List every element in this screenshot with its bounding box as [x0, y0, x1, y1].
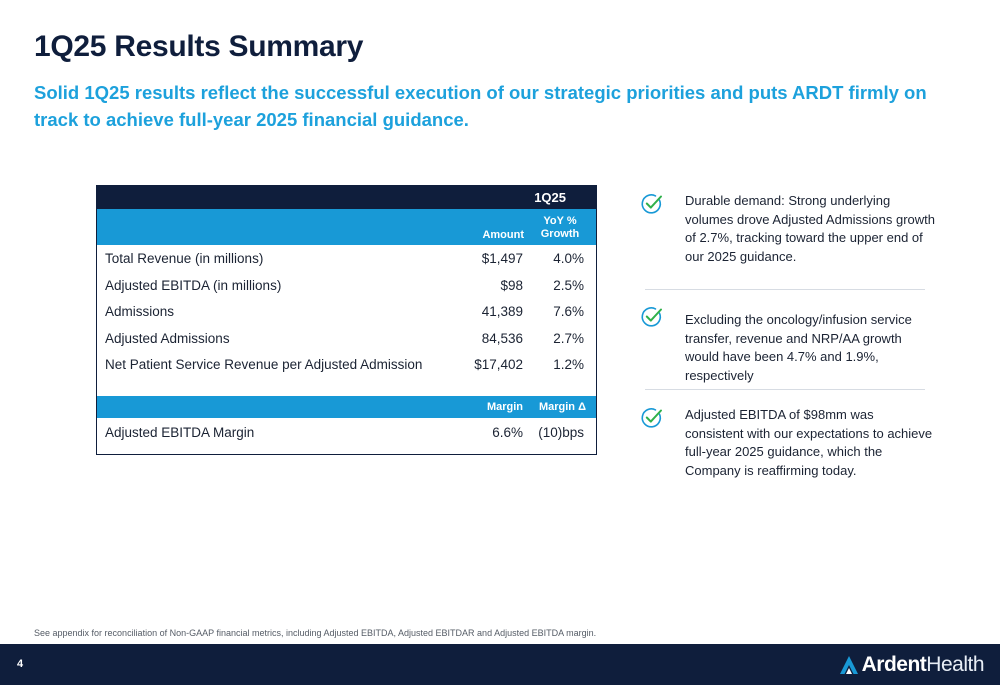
table-row: Total Revenue (in millions) $1,497 4.0% — [97, 245, 596, 272]
row-amount: $98 — [500, 277, 523, 293]
logo-wordmark: ArdentHealth — [861, 653, 985, 677]
ardent-logo-mark-icon — [839, 656, 858, 674]
table-row: Net Patient Service Revenue per Adjusted… — [97, 351, 596, 378]
page-number: 4 — [17, 658, 24, 670]
row-growth: 4.0% — [553, 251, 584, 266]
divider — [645, 289, 925, 290]
check-icon — [641, 408, 662, 428]
margin-delta-value: (10)bps — [538, 424, 584, 440]
growth-header-line2: Growth — [540, 228, 580, 240]
margin-header-row: Margin Margin Δ — [97, 395, 596, 418]
row-amount: $1,497 — [481, 251, 523, 266]
margin-column-header: Margin — [486, 400, 523, 413]
row-amount: 41,389 — [481, 304, 523, 319]
logo-health-text: Health — [926, 653, 984, 676]
highlight-text: Durable demand: Strong underlying volume… — [685, 193, 936, 264]
row-label: Adjusted Admissions — [105, 330, 230, 346]
growth-column-header: YoY % Growth — [535, 215, 585, 241]
amount-column-header: Amount — [482, 229, 524, 241]
period-label: 1Q25 — [534, 190, 566, 205]
footer-bar: 4 ArdentHealth — [0, 644, 1000, 685]
check-icon — [641, 307, 662, 327]
results-table: 1Q25 Amount YoY % Growth Total Revenue (… — [96, 185, 597, 455]
footnote: See appendix for reconciliation of Non-G… — [34, 628, 597, 638]
margin-row-label: Adjusted EBITDA Margin — [105, 424, 255, 440]
growth-header-line1: YoY % — [543, 215, 577, 227]
logo-ardent-text: Ardent — [861, 653, 927, 676]
row-amount: 84,536 — [481, 330, 523, 346]
table-row: Adjusted Admissions 84,536 2.7% — [97, 325, 596, 352]
check-icon — [641, 194, 662, 214]
row-growth: 7.6% — [553, 304, 584, 319]
ardent-health-logo: ArdentHealth — [838, 651, 984, 679]
table-row: Admissions 41,389 7.6% — [97, 298, 596, 325]
page-subtitle: Solid 1Q25 results reflect the successfu… — [34, 82, 927, 130]
table-spacer — [97, 378, 596, 396]
highlight-text: Excluding the oncology/infusion service … — [685, 312, 912, 383]
row-growth: 2.7% — [553, 330, 584, 346]
divider — [645, 389, 925, 390]
column-header-row: Amount YoY % Growth — [97, 209, 596, 245]
table-row: Adjusted EBITDA (in millions) $98 2.5% — [97, 272, 596, 299]
row-growth: 1.2% — [553, 357, 584, 372]
period-header: 1Q25 — [97, 186, 596, 209]
row-amount: $17,402 — [474, 357, 523, 372]
row-label: Adjusted EBITDA (in millions) — [105, 277, 282, 293]
margin-value: 6.6% — [492, 424, 523, 440]
row-growth: 2.5% — [553, 277, 584, 293]
margin-row: Adjusted EBITDA Margin 6.6% (10)bps — [97, 418, 596, 448]
margin-delta-column-header: Margin Δ — [538, 400, 586, 413]
page-title: 1Q25 Results Summary — [34, 30, 364, 63]
row-label: Net Patient Service Revenue per Adjusted… — [105, 357, 423, 372]
highlight-text: Adjusted EBITDA of $98mm was consistent … — [685, 407, 933, 478]
row-label: Total Revenue (in millions) — [105, 251, 264, 266]
row-label: Admissions — [105, 304, 175, 319]
